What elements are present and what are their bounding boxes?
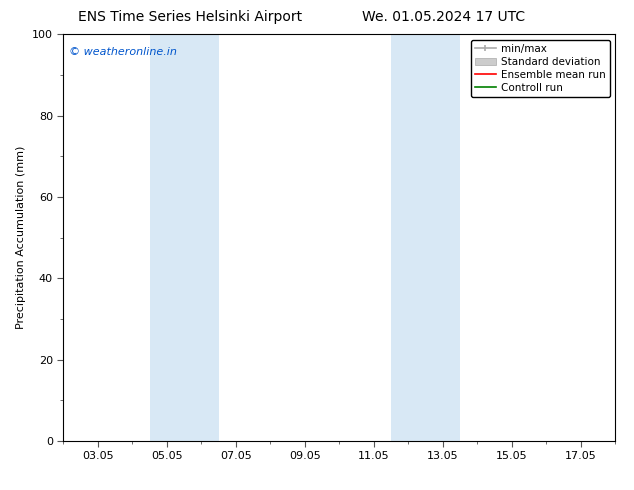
Text: ENS Time Series Helsinki Airport: ENS Time Series Helsinki Airport [78,10,302,24]
Text: © weatheronline.in: © weatheronline.in [69,47,177,56]
Bar [391,34,460,441]
Text: We. 01.05.2024 17 UTC: We. 01.05.2024 17 UTC [362,10,526,24]
Bar [150,34,219,441]
Y-axis label: Precipitation Accumulation (mm): Precipitation Accumulation (mm) [16,146,27,329]
Legend: min/max, Standard deviation, Ensemble mean run, Controll run: min/max, Standard deviation, Ensemble me… [470,40,610,97]
